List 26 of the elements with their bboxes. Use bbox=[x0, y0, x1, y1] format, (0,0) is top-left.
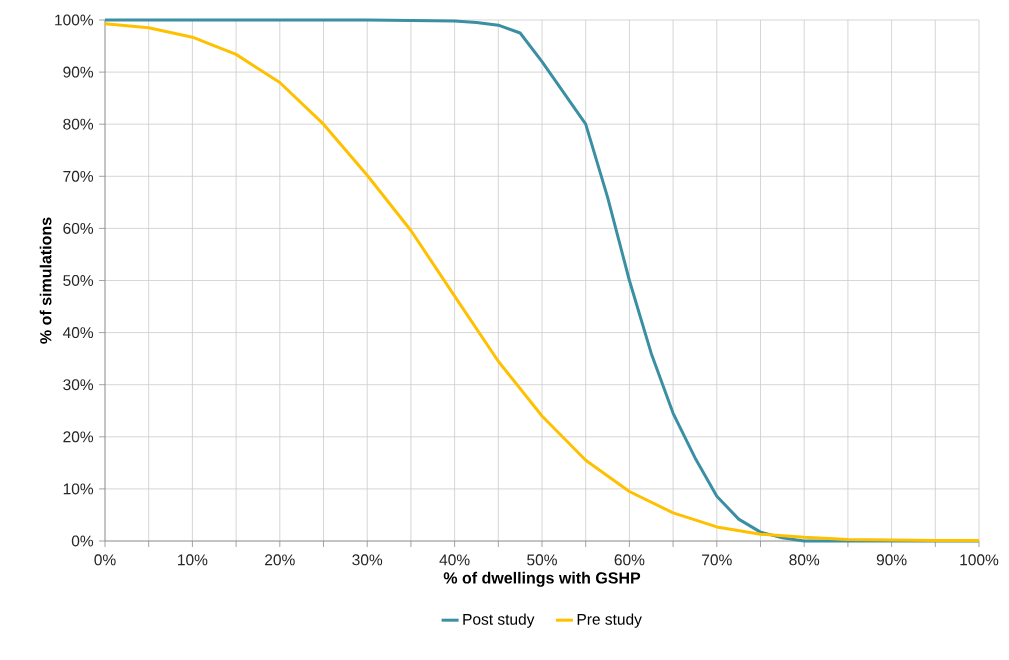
x-tick-label: 70% bbox=[702, 554, 732, 566]
x-tick-label: 40% bbox=[439, 554, 470, 566]
x-tick-label: 80% bbox=[789, 554, 820, 566]
y-tick-label: 50% bbox=[63, 275, 94, 286]
y-tick-label: 10% bbox=[63, 483, 94, 495]
x-tick-label: 60% bbox=[614, 554, 645, 566]
x-tick-label: 0% bbox=[94, 554, 116, 566]
y-tick-label: 20% bbox=[63, 431, 94, 443]
x-tick-label: 20% bbox=[265, 554, 295, 566]
x-tick-label: 100% bbox=[960, 554, 999, 566]
x-tick-label: 10% bbox=[178, 554, 208, 566]
legend-label: Pre study bbox=[577, 613, 642, 628]
y-tick-label: 0% bbox=[71, 535, 94, 547]
y-tick-label: 60% bbox=[63, 222, 94, 234]
x-axis-title: % of dwellings with GSHP bbox=[443, 571, 641, 587]
legend-label: Post study bbox=[463, 613, 535, 628]
y-tick-label: 80% bbox=[63, 118, 94, 130]
x-tick-label: 50% bbox=[527, 554, 557, 566]
x-tick-label: 90% bbox=[876, 554, 907, 566]
y-tick-label: 40% bbox=[62, 327, 94, 339]
y-tick-label: 30% bbox=[63, 379, 94, 391]
y-tick-label: 100% bbox=[55, 14, 94, 26]
x-tick-label: 30% bbox=[352, 554, 383, 566]
y-axis-title: % of simulations bbox=[39, 217, 52, 344]
y-tick-label: 90% bbox=[63, 66, 94, 78]
y-tick-label: 70% bbox=[63, 170, 94, 182]
